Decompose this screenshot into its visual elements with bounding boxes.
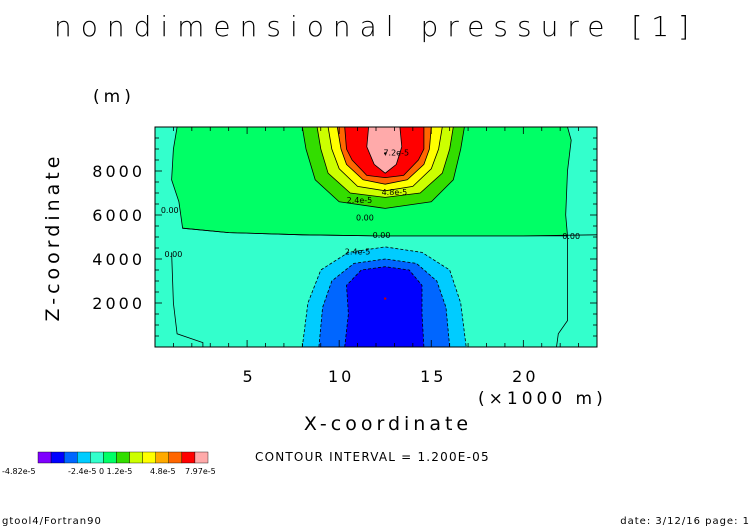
contour-label: 2.4e-5 bbox=[345, 248, 371, 257]
field-positive-2-line bbox=[316, 127, 454, 198]
legend-swatch bbox=[194, 451, 209, 464]
contour-labels: 7.2e-54.8e-52.4e-50.000.002.4e-50.000.00… bbox=[161, 149, 580, 259]
legend-swatch bbox=[37, 451, 52, 464]
legend-label: 7.97e-5 bbox=[185, 467, 216, 476]
y-tick-label: 2000 bbox=[92, 294, 145, 313]
legend-swatch bbox=[116, 451, 130, 464]
left-lower-contour-line bbox=[171, 252, 204, 347]
field-negative-2-line bbox=[318, 258, 451, 347]
field-positive-3-line bbox=[327, 127, 443, 192]
color-legend: -4.82e-5 -2.4e-5 0 1.2e-5 4.8e-5 7.97e-5 bbox=[2, 451, 216, 476]
y-tick-label: 4000 bbox=[92, 250, 145, 269]
contour-label: 0.00 bbox=[562, 232, 580, 241]
contour-label: 2.4e-5 bbox=[347, 196, 373, 205]
zero-contour-line bbox=[182, 227, 597, 237]
y-tick-label: 8000 bbox=[92, 162, 145, 181]
right-lower-contour-line bbox=[556, 235, 568, 347]
contour-label: 4.8e-5 bbox=[382, 188, 408, 197]
x-tick-label: 15 bbox=[420, 367, 446, 386]
contour-label: 0.00 bbox=[373, 231, 391, 240]
legend-swatch bbox=[168, 451, 183, 464]
field-negative-3-line bbox=[344, 266, 425, 347]
contour-label: 7.2e-5 bbox=[383, 149, 409, 158]
legend-label: -4.82e-5 bbox=[2, 467, 36, 476]
maximum-marker bbox=[384, 152, 387, 155]
x-axis-unit: (×1000 m) bbox=[478, 389, 607, 409]
legend-swatch bbox=[77, 451, 91, 464]
y-axis-unit: (m) bbox=[93, 87, 135, 107]
legend-swatch bbox=[63, 451, 78, 464]
legend-swatch bbox=[155, 451, 169, 464]
legend-swatch bbox=[90, 451, 104, 464]
minimum-marker bbox=[384, 297, 387, 300]
chart-title: nondimensional pressure [1] bbox=[53, 10, 698, 43]
contour-interval-text: CONTOUR INTERVAL = 1.200E-05 bbox=[255, 450, 490, 464]
legend-swatch bbox=[181, 451, 196, 464]
field-positive-6 bbox=[366, 127, 402, 174]
field-negative-1-line bbox=[301, 246, 467, 347]
field-positive-4-line bbox=[336, 127, 432, 185]
legend-label: 4.8e-5 bbox=[150, 467, 176, 476]
contour-label: 0.00 bbox=[161, 206, 179, 215]
footer-left: gtool4/Fortran90 bbox=[2, 516, 102, 527]
y-tick-label: 6000 bbox=[92, 206, 145, 225]
field-positive-5-line bbox=[344, 127, 425, 179]
x-tick-label: 10 bbox=[328, 367, 354, 386]
field-positive-1-line bbox=[301, 127, 465, 209]
legend-swatch bbox=[129, 451, 143, 464]
contour-label: 0.00 bbox=[165, 250, 183, 259]
field-positive-6-line bbox=[366, 127, 403, 174]
legend-swatch bbox=[142, 451, 156, 464]
axes: 5 10 15 20 2000 4000 6000 8000 bbox=[92, 126, 598, 386]
x-tick-label: 20 bbox=[512, 367, 538, 386]
x-axis-label: X-coordinate bbox=[303, 413, 473, 435]
contour-lines bbox=[171, 127, 597, 347]
field-negative-3 bbox=[344, 266, 424, 347]
contour-label: 0.00 bbox=[356, 214, 374, 223]
x-tick-label: 5 bbox=[242, 367, 255, 386]
legend-swatch bbox=[103, 451, 117, 464]
legend-label: -2.4e-5 0 1.2e-5 bbox=[68, 467, 132, 476]
footer-right: date: 3/12/16 page: 1 bbox=[620, 516, 750, 527]
legend-swatch bbox=[50, 451, 65, 464]
